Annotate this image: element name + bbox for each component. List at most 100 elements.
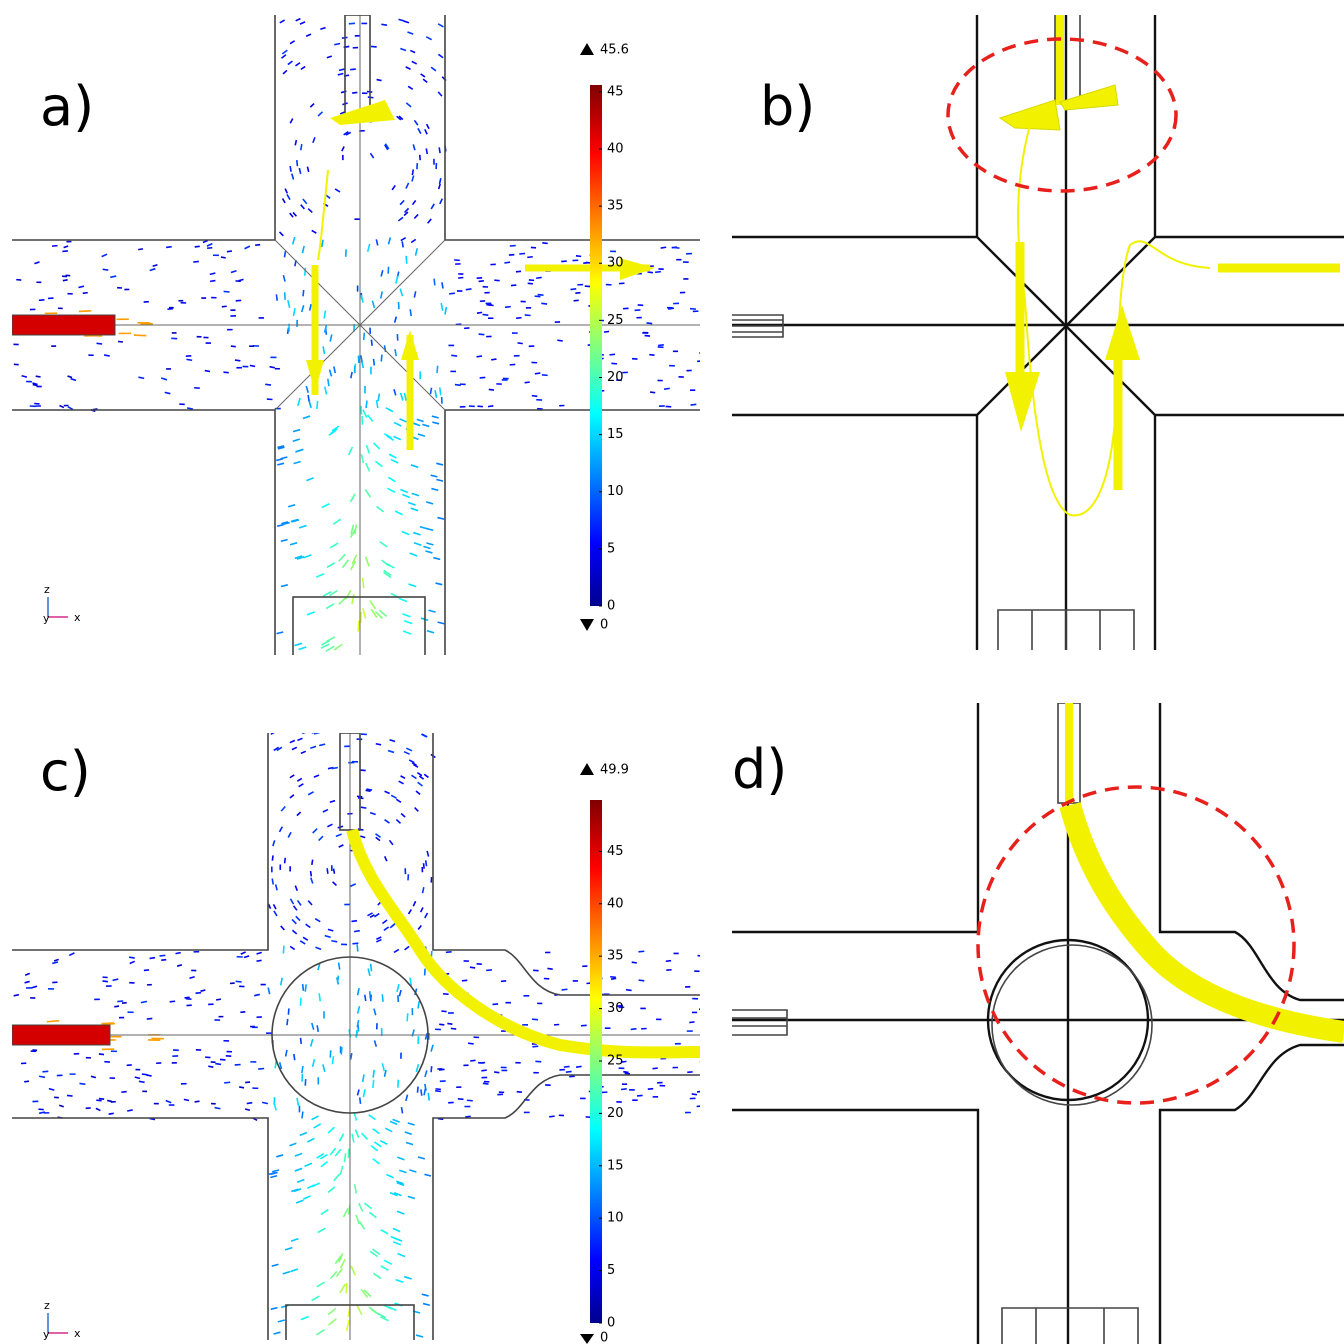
flow-arrow — [414, 120, 418, 125]
flow-arrow — [392, 185, 395, 189]
flow-arrow — [420, 527, 427, 529]
flow-arrow — [389, 454, 396, 458]
flow-arrow — [425, 129, 427, 134]
flow-arrow — [470, 1060, 475, 1061]
colorbar-tick-label: 20 — [607, 370, 624, 385]
flow-arrow — [295, 450, 302, 452]
flow-arrow — [302, 1066, 303, 1073]
flow-arrow — [397, 1254, 404, 1257]
flow-arrow — [397, 1157, 404, 1160]
flow-arrow — [274, 911, 277, 916]
flow-arrow — [371, 1146, 378, 1151]
flow-arrow — [293, 430, 300, 432]
flow-arrow — [290, 946, 294, 949]
flow-arrow — [418, 434, 425, 436]
flow-arrow — [328, 1187, 335, 1193]
flow-arrow — [235, 360, 240, 361]
flow-arrow — [62, 251, 68, 252]
flow-arrow — [406, 183, 409, 189]
flow-arrow — [49, 1089, 54, 1090]
flow-arrow — [400, 419, 407, 422]
flow-arrow — [354, 931, 360, 932]
flow-arrow — [334, 869, 335, 874]
flow-arrow — [313, 829, 317, 833]
flow-arrow — [404, 21, 409, 23]
flow-arrow — [195, 246, 200, 247]
flow-arrow — [400, 490, 407, 493]
flow-arrow — [334, 644, 342, 650]
flow-arrow — [22, 376, 27, 377]
flow-arrow — [632, 962, 637, 963]
flow-arrow — [382, 994, 383, 1002]
flow-arrow — [424, 863, 425, 868]
flow-arrow — [335, 189, 340, 192]
flow-arrow — [303, 290, 304, 296]
flow-arrow — [413, 200, 416, 204]
flow-arrow — [314, 732, 320, 734]
flow-arrow — [210, 273, 215, 274]
flow-arrow — [467, 1100, 473, 1101]
colorbar-tick-label: 25 — [607, 1053, 624, 1068]
flow-arrow — [317, 1025, 318, 1032]
flow-arrow — [631, 1029, 637, 1030]
flow-arrow — [305, 1163, 312, 1166]
flow-arrow — [404, 212, 408, 216]
flow-arrow — [408, 502, 415, 505]
flow-arrow — [313, 137, 315, 142]
flow-arrow — [363, 410, 367, 418]
flow-arrow — [399, 781, 404, 784]
flow-arrow — [414, 543, 421, 545]
channel-geometry — [732, 15, 1344, 650]
flow-arrow — [280, 232, 284, 236]
flow-arrow — [59, 405, 63, 407]
flow-arrow — [352, 594, 354, 604]
flow-arrow — [301, 1038, 302, 1044]
flow-arrow — [400, 200, 404, 204]
axis-label: z — [44, 1299, 50, 1312]
flow-arrow — [401, 238, 406, 241]
flow-arrow — [396, 799, 401, 802]
flow-arrow — [25, 973, 30, 975]
flow-arrow — [374, 1040, 376, 1046]
flow-arrow — [296, 1200, 303, 1203]
axis-label: x — [74, 611, 81, 624]
flow-arrow — [483, 1083, 489, 1084]
flow-arrow — [350, 884, 356, 886]
flow-arrow — [412, 175, 414, 181]
flow-arrow — [351, 372, 352, 378]
flow-arrow — [342, 146, 344, 151]
flow-arrow — [401, 1107, 402, 1113]
axis-label: y — [43, 612, 50, 625]
flow-arrow — [294, 1054, 295, 1060]
flow-arrow — [272, 1264, 279, 1266]
flow-arrow — [300, 22, 305, 24]
flow-arrow — [327, 868, 328, 874]
flow-arrow — [576, 256, 581, 257]
flow-arrow — [352, 92, 357, 93]
flow-arrow — [312, 1023, 314, 1030]
flow-arrow — [296, 19, 301, 21]
flow-arrow — [650, 392, 655, 393]
flow-arrow — [129, 957, 135, 958]
colorbar-tick-label: 35 — [607, 949, 624, 964]
flow-arrow — [186, 999, 192, 1000]
flow-arrow — [303, 199, 307, 204]
flow-arrow — [281, 978, 283, 986]
flow-arrow — [458, 277, 463, 278]
flow-arrow — [355, 1184, 357, 1193]
flow-arrow — [406, 67, 411, 69]
flow-arrow — [297, 160, 298, 166]
flow-arrow — [413, 533, 420, 535]
flow-arrow — [299, 168, 300, 174]
flow-arrow — [327, 824, 332, 827]
flow-arrow — [402, 614, 410, 617]
flow-arrow — [381, 24, 387, 25]
flow-arrow — [184, 1099, 189, 1100]
flow-arrow — [438, 24, 443, 27]
flow-arrow — [412, 61, 417, 64]
flow-arrow — [276, 1155, 283, 1157]
flow-arrow — [371, 609, 377, 617]
flow-arrow — [451, 355, 457, 356]
flow-arrow — [649, 355, 654, 356]
flow-arrow — [315, 947, 321, 949]
